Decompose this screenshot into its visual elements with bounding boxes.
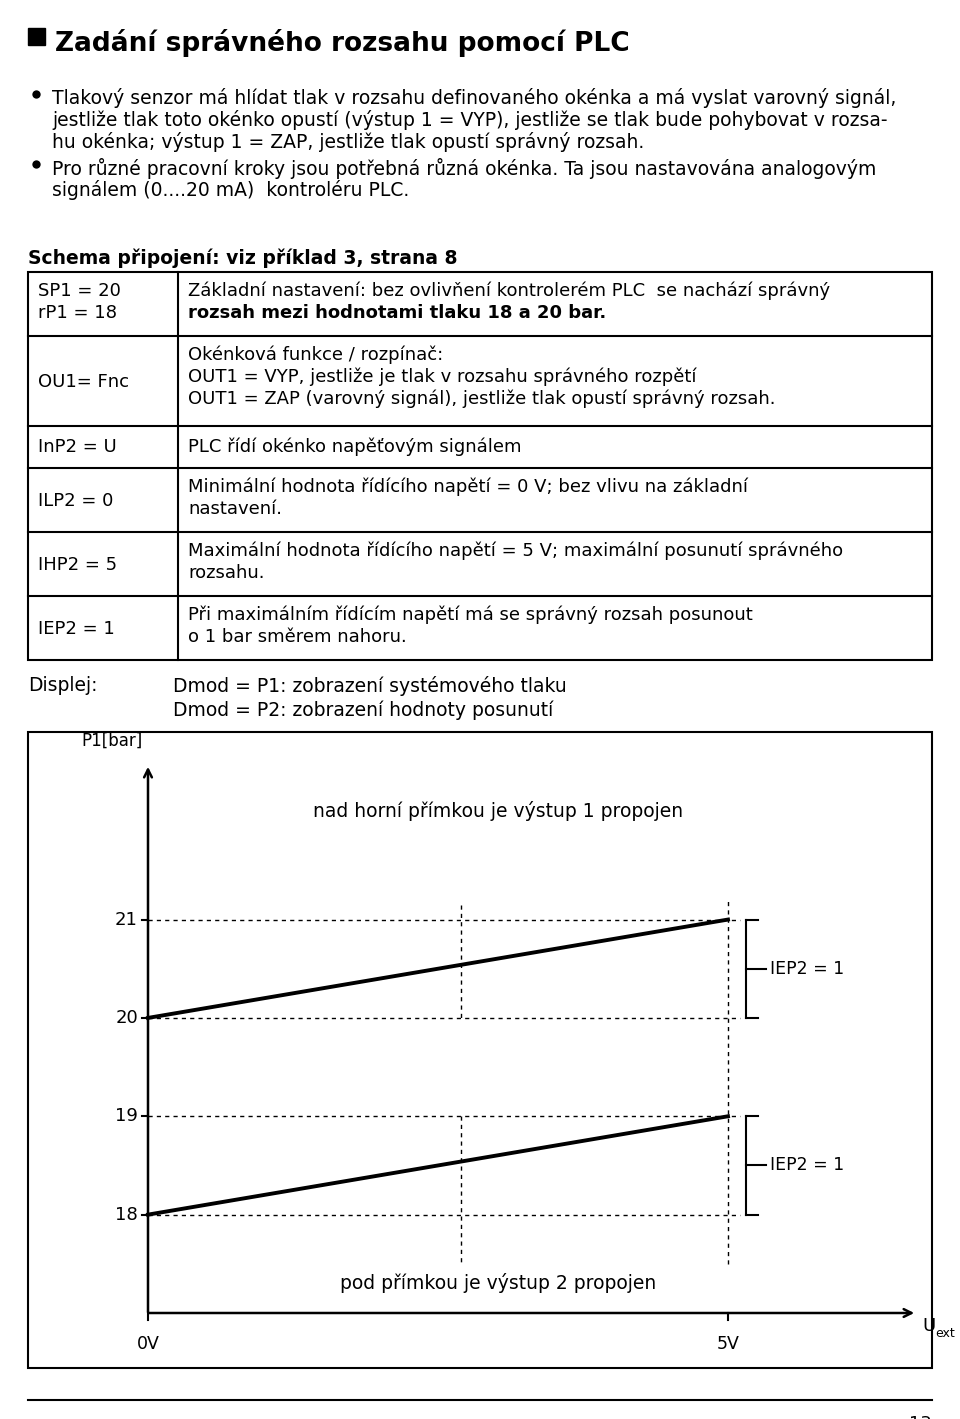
Text: Při maximálním řídícím napětí má se správný rozsah posunout: Při maximálním řídícím napětí má se sprá… xyxy=(188,606,753,624)
Text: Schema připojení: viz příklad 3, strana 8: Schema připojení: viz příklad 3, strana … xyxy=(28,248,458,268)
Text: 13: 13 xyxy=(909,1415,932,1419)
Text: OUT1 = VYP, jestliže je tlak v rozsahu správného rozpětí: OUT1 = VYP, jestliže je tlak v rozsahu s… xyxy=(188,368,697,386)
Text: Dmod = P2: zobrazení hodnoty posunutí: Dmod = P2: zobrazení hodnoty posunutí xyxy=(173,700,553,719)
Text: Maximální hodnota řídícího napětí = 5 V; maximální posunutí správného: Maximální hodnota řídícího napětí = 5 V;… xyxy=(188,542,843,561)
Text: P1[bar]: P1[bar] xyxy=(82,732,143,751)
Text: 21: 21 xyxy=(115,911,138,928)
Text: ILP2 = 0: ILP2 = 0 xyxy=(38,492,113,509)
Text: IEP2 = 1: IEP2 = 1 xyxy=(770,959,844,978)
Bar xyxy=(28,732,932,1368)
Bar xyxy=(28,272,932,660)
Text: Zadání správného rozsahu pomocí PLC: Zadání správného rozsahu pomocí PLC xyxy=(55,28,630,57)
Text: Minimální hodnota řídícího napětí = 0 V; bez vlivu na základní: Minimální hodnota řídícího napětí = 0 V;… xyxy=(188,478,748,497)
Text: IHP2 = 5: IHP2 = 5 xyxy=(38,556,117,575)
Text: InP2 = U: InP2 = U xyxy=(38,438,117,455)
Text: OU1= Fnc: OU1= Fnc xyxy=(38,373,129,392)
Text: Pro různé pracovní kroky jsou potřebná různá okénka. Ta jsou nastavována analogo: Pro různé pracovní kroky jsou potřebná r… xyxy=(52,158,876,179)
Text: Dmod = P1: zobrazení systémového tlaku: Dmod = P1: zobrazení systémového tlaku xyxy=(173,675,566,695)
Text: signálem (0....20 mA)  kontroléru PLC.: signálem (0....20 mA) kontroléru PLC. xyxy=(52,180,409,200)
Text: o 1 bar směrem nahoru.: o 1 bar směrem nahoru. xyxy=(188,629,407,646)
Text: nastavení.: nastavení. xyxy=(188,499,282,518)
Text: PLC řídí okénko napěťovým signálem: PLC řídí okénko napěťovým signálem xyxy=(188,438,521,457)
Text: jestliže tlak toto okénko opustí (výstup 1 = VYP), jestliže se tlak bude pohybov: jestliže tlak toto okénko opustí (výstup… xyxy=(52,111,887,131)
Text: 0V: 0V xyxy=(136,1335,159,1352)
Text: rP1 = 18: rP1 = 18 xyxy=(38,304,117,322)
Text: 18: 18 xyxy=(115,1206,138,1223)
Text: rozsahu.: rozsahu. xyxy=(188,563,265,582)
Text: U: U xyxy=(922,1317,935,1335)
Text: pod přímkou je výstup 2 propojen: pod přímkou je výstup 2 propojen xyxy=(340,1273,656,1294)
Text: nad horní přímkou je výstup 1 propojen: nad horní přímkou je výstup 1 propojen xyxy=(313,802,684,822)
Text: Tlakový senzor má hlídat tlak v rozsahu definovaného okénka a má vyslat varovný : Tlakový senzor má hlídat tlak v rozsahu … xyxy=(52,88,897,108)
Bar xyxy=(28,28,45,45)
Text: 19: 19 xyxy=(115,1107,138,1125)
Text: 5V: 5V xyxy=(716,1335,739,1352)
Text: hu okénka; výstup 1 = ZAP, jestliže tlak opustí správný rozsah.: hu okénka; výstup 1 = ZAP, jestliže tlak… xyxy=(52,132,644,152)
Text: rozsah mezi hodnotami tlaku 18 a 20 bar.: rozsah mezi hodnotami tlaku 18 a 20 bar. xyxy=(188,304,607,322)
Text: IEP2 = 1: IEP2 = 1 xyxy=(770,1156,844,1175)
Text: ext: ext xyxy=(935,1327,955,1340)
Text: Okénková funkce / rozpínač:: Okénková funkce / rozpínač: xyxy=(188,346,444,365)
Text: IEP2 = 1: IEP2 = 1 xyxy=(38,620,115,639)
Text: Základní nastavení: bez ovlivňení kontrolerém PLC  se nachází správný: Základní nastavení: bez ovlivňení kontro… xyxy=(188,282,830,301)
Text: OUT1 = ZAP (varovný signál), jestliže tlak opustí správný rozsah.: OUT1 = ZAP (varovný signál), jestliže tl… xyxy=(188,390,776,409)
Text: Displej:: Displej: xyxy=(28,675,98,695)
Text: SP1 = 20: SP1 = 20 xyxy=(38,282,121,299)
Text: 20: 20 xyxy=(115,1009,138,1027)
